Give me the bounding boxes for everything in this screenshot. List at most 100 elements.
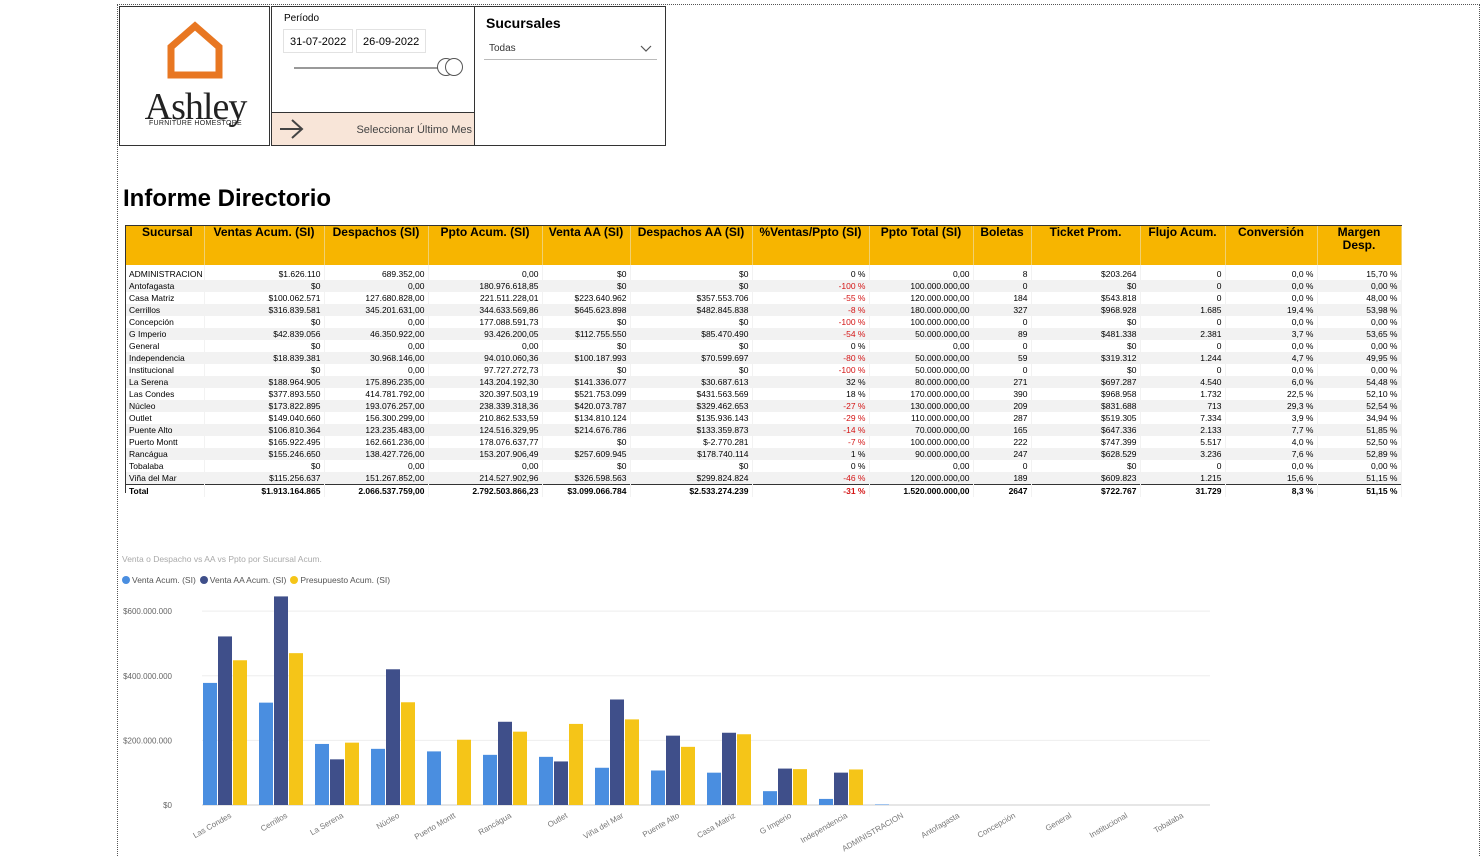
bar[interactable] bbox=[819, 798, 833, 805]
table-header-row: Sucursal Ventas Acum. (SI) Despachos (SI… bbox=[126, 226, 1402, 265]
end-date-input[interactable]: 26-09-2022 bbox=[356, 29, 427, 53]
table-cell: $968.928 bbox=[1031, 304, 1141, 316]
col-header[interactable]: Despachos AA (SI) bbox=[630, 226, 753, 265]
table-row[interactable]: G Imperio $42.839.056 46.350.922,00 93.426.… bbox=[126, 328, 1402, 340]
table-row[interactable]: Rancágua $155.246.650 138.427.726,00 153.20… bbox=[126, 448, 1402, 460]
table-row[interactable]: Puente Alto $106.810.364 123.235.483,00 124… bbox=[126, 424, 1402, 436]
bar[interactable] bbox=[233, 660, 247, 805]
period-slider-track[interactable] bbox=[294, 67, 444, 69]
table-row[interactable]: ADMINISTRACION $1.626.110 689.352,00 0,00 $0… bbox=[126, 265, 1402, 280]
branches-dropdown[interactable]: Todas bbox=[484, 38, 657, 60]
bar[interactable] bbox=[778, 768, 792, 805]
table-cell: 180.976.618,85 bbox=[428, 280, 543, 292]
table-row[interactable]: Puerto Montt $165.922.495 162.661.236,00 17… bbox=[126, 436, 1402, 448]
bar[interactable] bbox=[513, 731, 527, 805]
bar[interactable] bbox=[203, 682, 217, 805]
table-cell: $0 bbox=[542, 436, 631, 448]
table-row[interactable]: Concepción $0 0,00 177.088.591,73 $0 $0 -100 %… bbox=[126, 316, 1402, 328]
bar[interactable] bbox=[666, 735, 680, 805]
col-header[interactable]: Ticket Prom. bbox=[1031, 226, 1141, 265]
table-row[interactable]: Outlet $149.040.660 156.300.299,00 210.862.… bbox=[126, 412, 1402, 424]
bar[interactable] bbox=[554, 761, 568, 805]
start-date-input[interactable]: 31-07-2022 bbox=[283, 29, 354, 53]
bar[interactable] bbox=[289, 653, 303, 805]
col-header[interactable]: Conversión bbox=[1225, 226, 1318, 265]
bar[interactable] bbox=[386, 669, 400, 805]
table-row[interactable]: Independencia $18.839.381 30.968.146,00 94.… bbox=[126, 352, 1402, 364]
table-row[interactable]: Antofagasta $0 0,00 180.976.618,85 $0 $0 -100 … bbox=[126, 280, 1402, 292]
table-cell: 153.207.906,49 bbox=[428, 448, 543, 460]
col-header[interactable]: Ppto Acum. (SI) bbox=[428, 226, 543, 265]
table-row[interactable]: Viña del Mar $115.256.637 151.267.852,00 21… bbox=[126, 472, 1402, 485]
bar[interactable] bbox=[315, 743, 329, 805]
legend-item[interactable]: Venta Acum. (SI) bbox=[122, 575, 196, 585]
col-header[interactable]: Margen Desp. bbox=[1317, 226, 1402, 265]
table-cell: 7.334 bbox=[1140, 412, 1226, 424]
bar[interactable] bbox=[483, 754, 497, 805]
col-header[interactable]: Venta AA (SI) bbox=[542, 226, 631, 265]
bar[interactable] bbox=[610, 699, 624, 805]
bar[interactable] bbox=[793, 769, 807, 805]
bar[interactable] bbox=[722, 732, 736, 805]
x-tick-label: Concepción bbox=[976, 811, 1017, 840]
bar[interactable] bbox=[498, 721, 512, 805]
bar[interactable] bbox=[345, 742, 359, 805]
x-tick-label: Viña del Mar bbox=[582, 811, 626, 841]
legend-item[interactable]: Presupuesto Acum. (SI) bbox=[290, 575, 390, 585]
bar[interactable] bbox=[651, 770, 665, 805]
bar[interactable] bbox=[330, 759, 344, 805]
bar[interactable] bbox=[834, 772, 848, 805]
col-header[interactable]: Boletas bbox=[973, 226, 1032, 265]
table-cell: 19,4 % bbox=[1225, 304, 1318, 316]
col-header[interactable]: %Ventas/Ppto (SI) bbox=[752, 226, 870, 265]
bar[interactable] bbox=[427, 751, 441, 805]
bar[interactable] bbox=[595, 767, 609, 805]
bar[interactable] bbox=[274, 596, 288, 805]
table-row[interactable]: Cerrillos $316.839.581 345.201.631,00 344.6… bbox=[126, 304, 1402, 316]
table-cell: $165.922.495 bbox=[204, 436, 325, 448]
table-cell: $0 bbox=[630, 460, 753, 472]
table-total-row[interactable]: Total $1.913.164.865 2.066.537.759,00 2.792… bbox=[126, 484, 1402, 497]
table-row[interactable]: Las Condes $377.893.550 414.781.792,00 320.… bbox=[126, 388, 1402, 400]
bar[interactable] bbox=[259, 702, 273, 805]
table-row[interactable]: Institucional $0 0,00 97.727.272,73 $0 $0 -100… bbox=[126, 364, 1402, 376]
table-cell: $697.287 bbox=[1031, 376, 1141, 388]
legend-item[interactable]: Venta AA Acum. (SI) bbox=[199, 575, 286, 585]
bar[interactable] bbox=[849, 769, 863, 805]
table-cell: $420.073.787 bbox=[542, 400, 631, 412]
col-header[interactable]: Sucursal bbox=[126, 226, 205, 265]
directory-table: Sucursal Ventas Acum. (SI) Despachos (SI… bbox=[125, 225, 1402, 497]
bar[interactable] bbox=[457, 739, 471, 805]
bar[interactable] bbox=[763, 791, 777, 805]
table-row[interactable]: Casa Matriz $100.062.571 127.680.828,00 221… bbox=[126, 292, 1402, 304]
bar[interactable] bbox=[401, 702, 415, 805]
table-cell: 51,15 % bbox=[1317, 484, 1402, 497]
table-row[interactable]: La Serena $188.964.905 175.896.235,00 143.2… bbox=[126, 376, 1402, 388]
bar[interactable] bbox=[569, 723, 583, 805]
table-row[interactable]: General $0 0,00 0,00 $0 $0 0 % 0,00 0 $0 0 0,0 % 0,0… bbox=[126, 340, 1402, 352]
col-header[interactable]: Flujo Acum. bbox=[1140, 226, 1226, 265]
table-cell: 15,6 % bbox=[1225, 472, 1318, 485]
table-cell: $0 bbox=[204, 316, 325, 328]
bar[interactable] bbox=[681, 746, 695, 805]
table-cell: $223.640.962 bbox=[542, 292, 631, 304]
table-row[interactable]: Núcleo $173.822.895 193.076.257,00 238.339.… bbox=[126, 400, 1402, 412]
bar[interactable] bbox=[875, 804, 889, 805]
slider-end-handle[interactable] bbox=[445, 58, 463, 76]
table-row[interactable]: Tobalaba $0 0,00 0,00 $0 $0 0 % 0,00 0 $0 0 0,0 % 0,… bbox=[126, 460, 1402, 472]
col-header[interactable]: Despachos (SI) bbox=[324, 226, 429, 265]
bar[interactable] bbox=[539, 756, 553, 805]
table-cell: 31.729 bbox=[1140, 484, 1226, 497]
bar[interactable] bbox=[737, 734, 751, 805]
table-cell: 30.968.146,00 bbox=[324, 352, 429, 364]
col-header[interactable]: Ppto Total (SI) bbox=[869, 226, 974, 265]
table-cell: 50.000.000,00 bbox=[869, 328, 974, 340]
table-cell: 0,00 % bbox=[1317, 364, 1402, 376]
bar[interactable] bbox=[625, 719, 639, 805]
bar[interactable] bbox=[371, 748, 385, 805]
table-cell: 0,00 bbox=[869, 340, 974, 352]
select-last-month-button[interactable]: Seleccionar Último Mes bbox=[271, 113, 475, 146]
col-header[interactable]: Ventas Acum. (SI) bbox=[204, 226, 325, 265]
bar[interactable] bbox=[218, 636, 232, 805]
bar[interactable] bbox=[707, 772, 721, 805]
